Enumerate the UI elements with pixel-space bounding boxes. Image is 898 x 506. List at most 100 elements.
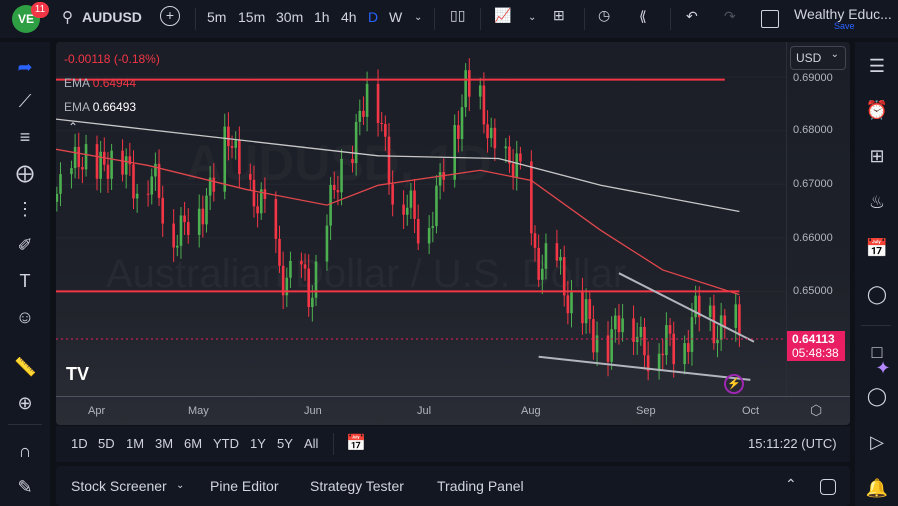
brush-icon[interactable]: ✐ [17,235,33,255]
candle-body [249,174,252,180]
go-to-date-icon[interactable]: 📅 [346,435,366,452]
range-ytd[interactable]: YTD [213,436,239,451]
candle-body [508,146,511,164]
watchlist-icon[interactable]: ☰ [868,56,886,76]
layouts-icon[interactable]: ⊞ [553,7,565,23]
streams-icon[interactable]: ◯ [866,386,888,406]
add-list-icon[interactable]: ⊞ [869,146,885,166]
chevron-down-icon[interactable]: ⌄ [414,12,423,23]
price-axis[interactable]: USD ⌄ 0.69000 0.68000 0.67000 0.66000 0.6… [786,42,850,396]
trend-line-icon[interactable]: ⟋ [18,91,32,111]
candle-body [128,156,132,165]
candle-body [197,208,201,235]
interval-15m[interactable]: 15m [238,9,266,25]
candle-body [606,335,610,362]
time-axis[interactable]: Apr May Jun Jul Aug Sep Oct ⬡ [56,396,850,425]
text-icon[interactable]: T [19,271,31,291]
tab-strategy-tester[interactable]: Strategy Tester [310,478,404,494]
redo-icon[interactable]: ↷ [724,8,736,24]
tab-trading-panel[interactable]: Trading Panel [437,478,524,494]
chat-icon[interactable]: □ [871,342,883,362]
candle-body [734,304,738,328]
range-1m[interactable]: 1M [126,436,145,451]
projection-icon[interactable]: ⋮ [16,199,34,219]
candle-body [690,317,694,352]
candle-body [738,304,741,336]
zoom-in-icon[interactable]: ⊕ [17,393,33,413]
lock-drawings-icon[interactable]: ✎ [17,477,33,497]
range-all[interactable]: All [304,436,319,451]
layout-name[interactable]: Wealthy Educ... [794,6,892,22]
range-1d[interactable]: 1D [71,436,88,451]
candle-body [172,223,175,248]
candles-icon[interactable]: ▯▯ [450,7,466,23]
symbol-search[interactable]: AUDUSD [82,9,142,25]
pattern-icon[interactable]: ⨁ [16,163,34,183]
interval-d[interactable]: D [368,9,379,25]
interval-30m[interactable]: 30m [276,9,304,25]
maximize-panel-icon[interactable] [820,479,836,495]
calendar-icon[interactable]: 📅 [865,238,889,258]
candle-body [358,110,362,122]
price-chart[interactable] [56,42,850,425]
alarm-icon[interactable]: ⏰ [865,100,889,120]
candle-body [205,195,208,225]
undo-icon[interactable]: ↶ [686,8,698,24]
divider [861,325,891,326]
ema-value: 0.64944 [92,76,137,90]
candle-body [537,247,540,280]
play-stream-icon[interactable]: ▷ [870,432,884,452]
range-5y[interactable]: 5Y [277,436,293,451]
range-1y[interactable]: 1Y [250,436,266,451]
interval-w[interactable]: W [389,9,403,25]
ruler-icon[interactable]: 📏 [14,357,37,377]
interval-5m[interactable]: 5m [207,9,227,25]
tab-stock-screener[interactable]: Stock Screener [71,478,167,494]
interval-1h[interactable]: 1h [314,9,330,25]
candle-body [453,125,456,180]
trend-line-drawing [538,355,751,381]
candle-body [121,150,124,175]
chevron-down-icon[interactable]: ⌄ [528,12,537,23]
candle-body [230,146,234,148]
axis-settings-icon[interactable]: ⬡ [810,402,823,418]
range-6m[interactable]: 6M [184,436,203,451]
save-button[interactable]: Save [834,21,855,31]
interval-4h[interactable]: 4h [341,9,357,25]
candle-body [511,163,515,178]
candle-body [570,292,573,314]
lightning-icon[interactable]: ⚡ [724,374,744,394]
tab-pine-editor[interactable]: Pine Editor [210,478,279,494]
currency-select[interactable]: USD ⌄ [790,46,846,70]
candle-body [281,265,285,296]
collapse-panel-icon[interactable]: ⌃ [785,476,797,492]
fullscreen-icon[interactable] [761,10,779,28]
search-icon[interactable]: ⚲ [62,9,73,26]
candle-body [697,295,701,318]
cursor-icon[interactable]: ➦ [17,57,33,77]
notifications-bell-icon[interactable]: 🔔 [865,478,889,498]
emoji-icon[interactable]: ☺ [15,307,35,327]
candle-body [73,146,77,169]
range-3m[interactable]: 3M [155,436,174,451]
magnet-icon[interactable]: ∩ [18,441,32,461]
clock[interactable]: 15:11:22 (UTC) [748,436,837,451]
collapse-legend-icon[interactable]: ⌃ [68,120,79,134]
chevron-down-icon[interactable]: ⌄ [176,480,185,491]
candle-body [541,268,544,280]
sparkle-ai-icon[interactable]: ✦ [875,358,891,378]
add-symbol-icon[interactable]: + [160,6,180,26]
alert-icon[interactable]: ◷ [598,7,611,23]
ideas-bulb-icon[interactable]: ◯ [866,284,888,304]
indicators-icon[interactable]: 📈 [494,7,512,23]
candle-body [460,107,464,139]
hotlist-flame-icon[interactable]: ♨ [868,192,886,212]
range-5d[interactable]: 5D [98,436,115,451]
candle-body [391,184,394,205]
chart-pane[interactable]: AUDUSD, 1D Australian Dollar / U.S. Doll… [56,42,850,425]
replay-icon[interactable]: ⟪ [639,8,647,24]
fib-icon[interactable]: ≡ [19,127,31,147]
candle-body [402,204,405,215]
price-tick: 0.69000 [793,72,833,84]
candle-body [416,218,420,244]
